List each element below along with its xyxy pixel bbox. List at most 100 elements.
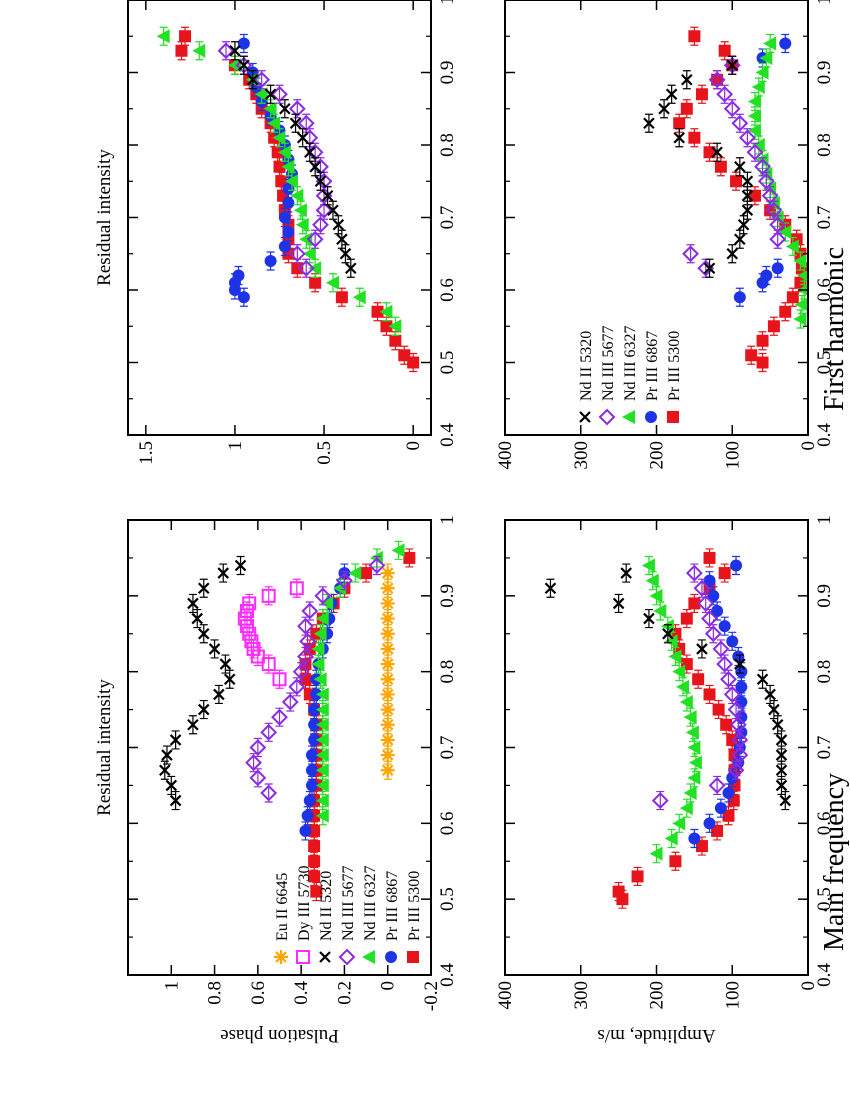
series-nd2_5320 [229,41,357,278]
data-point [779,794,792,807]
data-point [718,44,731,57]
data-point [380,763,395,778]
data-point [260,723,278,741]
y-tick-label: 400 [495,441,516,470]
data-point [249,769,267,787]
legend-marker [319,951,331,963]
series-nd2_5320 [643,55,754,278]
x-tick-label: 0.8 [814,133,835,157]
panel-harm_amp: 0.4 0.5 0.6 0.7 0.8 0.9 1 0 100 200 300 400 First ha… [495,0,850,470]
y-tick-label: 200 [647,441,668,470]
data-point [731,731,749,749]
legend-label: Pr III 6867 [644,331,661,401]
data-point [293,203,307,218]
data-point [716,85,734,103]
data-point [380,596,395,611]
data-point [315,187,333,205]
x-tick-label: 1 [814,515,835,525]
data-point [664,634,678,649]
data-point [731,746,749,764]
y-tick-label: 0 [798,981,819,991]
data-point [764,204,777,217]
data-point [769,216,787,234]
data-point [649,846,663,861]
data-point [727,761,745,779]
legend-label: Nd III 5677 [600,325,617,401]
data-point [187,718,199,731]
x-tick-label: 0.9 [814,584,835,608]
data-point [244,634,259,649]
series-eu2_6645 [380,563,395,780]
data-point [289,117,302,130]
data-point [764,688,776,701]
legend: Pr III 5300 Pr III 6867 Nd III 6327 Nd III … [578,325,683,426]
data-point [703,574,716,587]
data-point [723,100,741,118]
data-point [232,269,245,282]
x-tick-label: 0.7 [814,206,835,230]
data-point [703,146,716,159]
data-point [380,687,395,702]
data-point [315,201,333,219]
legend-label: Nd II 5320 [318,871,335,941]
data-point [380,732,395,747]
data-point [197,703,210,716]
data-point [726,59,739,72]
data-point [380,657,395,672]
data-point [308,855,321,868]
data-point [273,160,286,173]
data-point [246,641,261,656]
data-point [785,239,799,254]
data-point [352,290,366,305]
data-point [336,233,348,246]
legend-label: Nd III 6327 [362,865,379,941]
legend-label: Pr III 5300 [666,331,683,401]
data-point [315,611,329,626]
data-point [756,334,769,347]
legend-marker [385,951,397,963]
y-axis-label: Pulsation phase [220,1025,339,1046]
data-point [234,559,247,572]
legend-marker [338,948,356,966]
data-point [733,291,746,304]
y-tick-label: 300 [571,981,592,1010]
data-point [668,649,682,664]
data-point [761,187,779,205]
panel-main_phase: 0.4 0.5 0.6 0.7 0.8 0.9 1 -0.2 0 0.2 0.4 0.6 0.8 1 Pul… [94,515,458,1046]
data-point [267,116,281,131]
data-point [249,739,267,756]
data-point [673,131,686,144]
data-point [722,809,735,822]
y-tick-label: 0.2 [334,981,355,1005]
x-tick-label: 0.6 [814,811,835,835]
x-tick-label: 0.8 [437,133,458,157]
data-point [156,29,170,44]
data-point [747,123,761,138]
data-point [685,564,703,582]
data-point [246,73,259,86]
data-point [391,543,405,558]
data-point [223,673,236,686]
data-point [315,778,329,793]
data-point [219,658,232,670]
data-point [242,596,257,611]
data-point [769,230,787,248]
data-point [288,100,306,118]
x-tick-label: 0.5 [814,351,835,375]
y-tick-label: -0.2 [421,981,442,1011]
data-point [254,87,268,102]
data-point [260,784,278,802]
data-point [771,718,784,731]
data-point [712,703,725,716]
y-tick-label: 200 [647,981,668,1010]
x-tick-label: 0.9 [437,61,458,85]
legend-label: Pr III 5300 [406,871,423,941]
data-point [339,247,352,260]
data-point [301,809,314,822]
data-point [169,734,182,746]
data-point [790,233,803,246]
legend-marker [667,411,679,423]
data-point [315,172,333,190]
x-tick-label: 0.8 [437,660,458,684]
data-point [643,612,655,625]
